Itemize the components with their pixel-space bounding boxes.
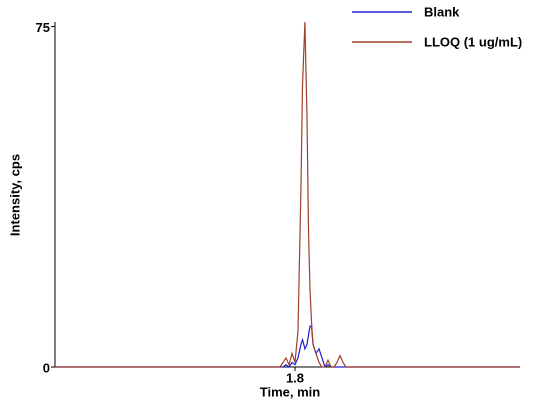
legend-label: LLOQ (1 ug/mL) bbox=[424, 34, 522, 49]
y-tick-label: 75 bbox=[36, 20, 50, 35]
legend-label: Blank bbox=[424, 4, 460, 19]
series-line bbox=[55, 21, 520, 368]
x-axis-title: Time, min bbox=[260, 384, 321, 399]
x-tick-label: 1.8 bbox=[286, 370, 304, 385]
y-tick-label: 0 bbox=[43, 360, 50, 375]
y-axis-title: Intensity, cps bbox=[7, 154, 22, 236]
